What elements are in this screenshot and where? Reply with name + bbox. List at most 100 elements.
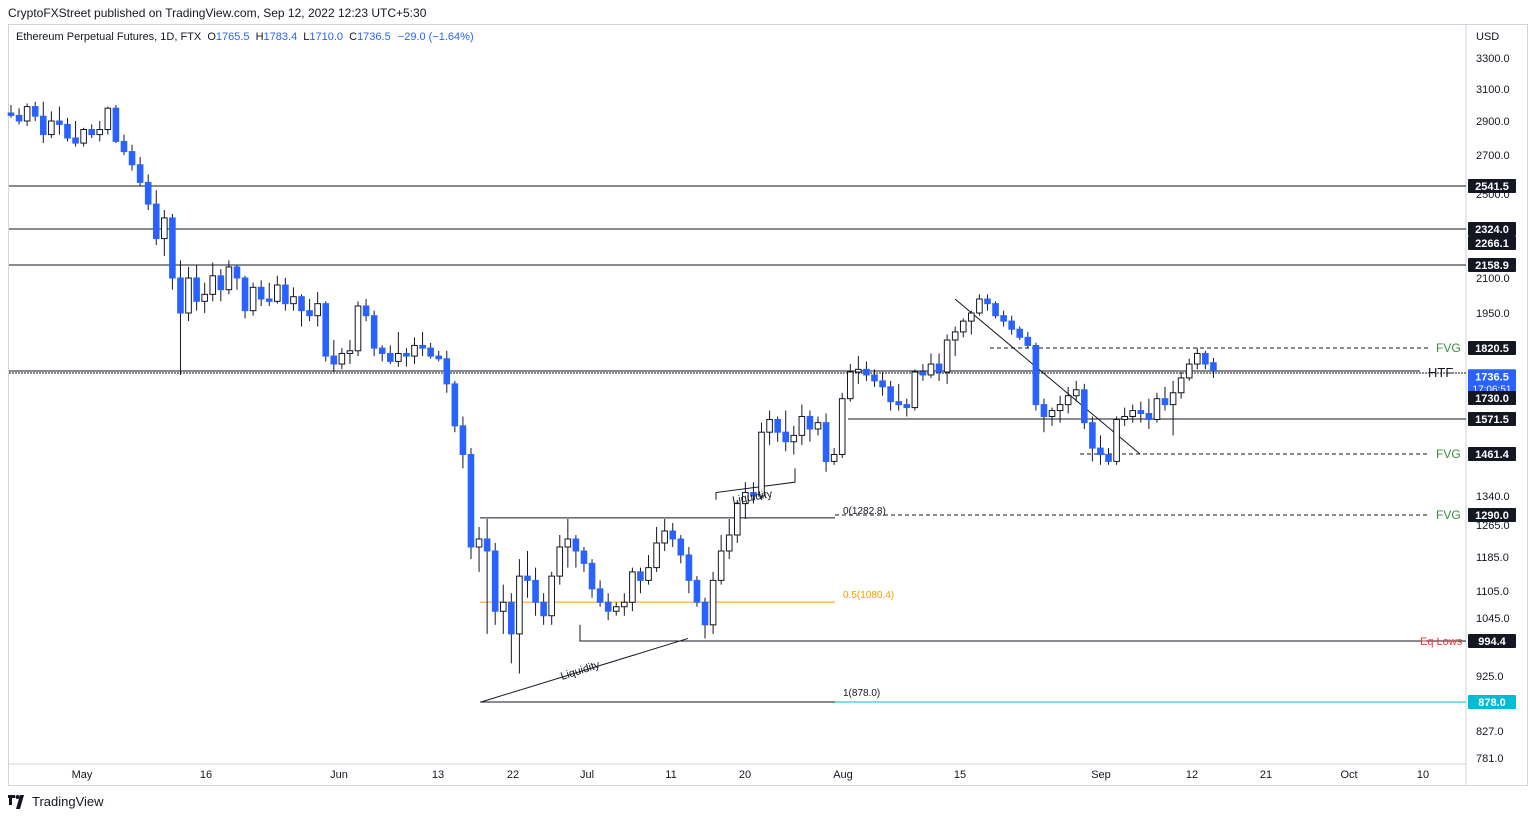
price-tag — [1468, 258, 1516, 272]
trendline — [954, 298, 1141, 455]
candle-body — [838, 398, 846, 455]
candle-body — [249, 286, 257, 312]
liquidity-line-2 — [715, 468, 796, 500]
candle-body — [306, 310, 313, 317]
candle-body — [72, 137, 79, 144]
fvg-label: FVG — [1436, 508, 1461, 522]
candle-body — [1161, 398, 1169, 406]
price-tag — [1468, 634, 1516, 648]
currency-label: USD — [1476, 31, 1500, 43]
close-value: 1736.5 — [357, 31, 391, 43]
y-axis-tick: 3100.0 — [1476, 84, 1510, 96]
candle-body — [750, 492, 757, 497]
x-axis-tick: Oct — [1340, 769, 1357, 781]
candle-body — [1048, 410, 1056, 417]
candle-body — [887, 386, 894, 403]
x-axis-tick: 12 — [1186, 769, 1198, 781]
candle-body — [879, 380, 886, 388]
candle-body — [209, 275, 217, 295]
candle-body — [201, 293, 208, 302]
candle-body — [572, 538, 580, 552]
candle-body — [1105, 453, 1112, 462]
candle-body — [1169, 392, 1177, 406]
candle-body — [935, 363, 943, 373]
chart-frame[interactable] — [8, 24, 1528, 786]
y-axis-tick: 1950.0 — [1476, 308, 1510, 320]
candle-body — [298, 296, 305, 312]
footer: TradingView — [8, 794, 104, 809]
candle-body — [96, 129, 104, 136]
candle-body — [984, 298, 991, 305]
candle-body — [508, 601, 515, 635]
candle-body — [144, 181, 152, 205]
candle-body — [911, 371, 919, 409]
candle-body — [395, 352, 402, 362]
candle-body — [1177, 377, 1185, 394]
candle-body — [830, 453, 838, 462]
x-axis-tick: May — [72, 769, 93, 781]
candle-body — [661, 530, 668, 544]
candle-body — [499, 601, 507, 612]
candle-body — [1185, 363, 1193, 379]
candle-body — [1121, 415, 1128, 420]
candle-body — [15, 114, 23, 122]
price-tag-label: 2266.1 — [1475, 238, 1509, 250]
candle-body — [846, 371, 854, 400]
candle-body — [330, 355, 338, 365]
candle-body — [903, 404, 911, 409]
candle-body — [282, 284, 289, 305]
y-axis-tick: 2700.0 — [1476, 150, 1510, 162]
candle-body — [1024, 336, 1032, 346]
candle-body — [475, 538, 483, 548]
price-tag — [1468, 236, 1516, 250]
candle-body — [604, 601, 612, 612]
candle-body — [1081, 389, 1088, 424]
y-axis-tick: 1105.0 — [1476, 586, 1509, 598]
candle-body — [1016, 328, 1024, 338]
x-axis-tick: 13 — [432, 769, 444, 781]
candle-body — [742, 492, 749, 505]
price-tag-countdown: 17:06:51 — [1473, 384, 1512, 395]
candle-body — [976, 298, 983, 314]
candle-body — [217, 275, 225, 291]
candle-body — [1008, 320, 1015, 330]
candle-body — [524, 575, 531, 581]
candle-body — [467, 453, 475, 548]
candle-body — [48, 120, 55, 136]
price-tag — [1468, 179, 1516, 193]
candle-body — [322, 303, 330, 357]
price-tag — [1468, 447, 1516, 461]
candle-body — [669, 530, 677, 540]
price-tag-label: 2541.5 — [1475, 181, 1509, 193]
candle-body — [1210, 362, 1217, 371]
candle-body — [1137, 410, 1145, 415]
symbol-label: Ethereum Perpetual Futures, 1D, FTX — [16, 31, 202, 43]
price-tag-label: 1820.5 — [1475, 343, 1509, 355]
x-axis-tick: Jun — [330, 769, 348, 781]
candle-body — [435, 355, 443, 360]
candle-body — [1145, 413, 1153, 420]
candle-body — [88, 129, 96, 136]
close-label: C — [349, 31, 358, 43]
publisher-line: CryptoFXStreet published on TradingView.… — [8, 6, 427, 20]
candle-body — [386, 352, 394, 362]
candle-body — [459, 425, 467, 455]
candle-body — [370, 315, 378, 349]
y-axis-tick: 925.0 — [1476, 671, 1504, 683]
candle-body — [774, 418, 781, 433]
candle-body — [992, 303, 999, 317]
candle-body — [419, 344, 426, 349]
candle-body — [1113, 418, 1120, 462]
y-axis-tick: 1340.0 — [1476, 491, 1510, 503]
candle-body — [685, 554, 693, 581]
change-value: −29.0 (−1.64%) — [397, 31, 474, 43]
candle-body — [39, 115, 47, 136]
candle-body — [491, 550, 499, 612]
candle-body — [540, 601, 547, 617]
candle-body — [80, 129, 87, 144]
x-axis-tick: Sep — [1091, 769, 1111, 781]
candle-body — [968, 312, 975, 322]
candle-body — [169, 217, 176, 279]
price-tag-label: 2158.9 — [1475, 260, 1509, 272]
